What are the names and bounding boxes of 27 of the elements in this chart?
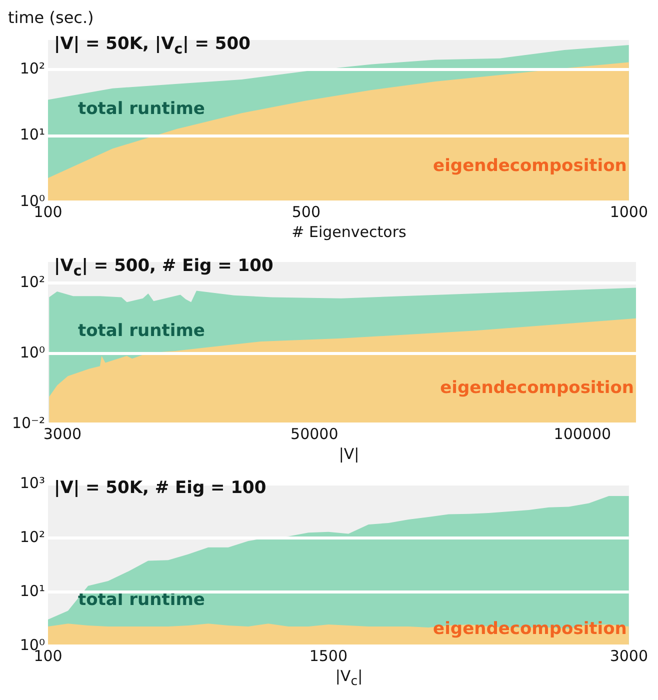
chart-title: |V| = 50K, # Eig = 100 [54, 478, 266, 498]
series-label: eigendecomposition [433, 156, 627, 176]
x-tick-label: 100000 [554, 424, 612, 443]
x-tick-label: 3000 [43, 424, 82, 443]
y-axis-title: time (sec.) [8, 8, 95, 28]
y-tick-label: 10⁻² [12, 414, 45, 432]
x-tick-label: 3000 [610, 646, 648, 665]
x-tick-label: 1000 [610, 202, 648, 221]
y-tick-label: 10¹ [20, 582, 45, 600]
x-axis-title: |V| [338, 445, 360, 465]
y-tick-label: 10² [20, 528, 45, 546]
series-label: total runtime [78, 99, 205, 120]
y-tick-label: 10² [20, 59, 45, 78]
y-tick-label: 10³ [20, 474, 45, 492]
x-axis-title: |V$_{c}$| [334, 667, 364, 688]
x-tick-label: 500 [292, 202, 321, 221]
y-tick-label: 10² [20, 273, 45, 292]
x-axis-title: # Eigenvectors [290, 223, 408, 243]
y-tick-label: 10⁰ [20, 343, 45, 362]
series-label: eigendecomposition [440, 378, 634, 398]
series-label: total runtime [78, 321, 205, 342]
chart-title: |V$_{c}$| = 500, # Eig = 100 [54, 256, 274, 280]
chart-title: |V| = 50K, |V$_{c}$| = 500 [54, 34, 250, 58]
y-tick-label: 10¹ [20, 126, 45, 144]
series-label: total runtime [78, 590, 205, 610]
x-tick-label: 50000 [290, 424, 338, 443]
x-tick-label: 1500 [309, 646, 348, 665]
